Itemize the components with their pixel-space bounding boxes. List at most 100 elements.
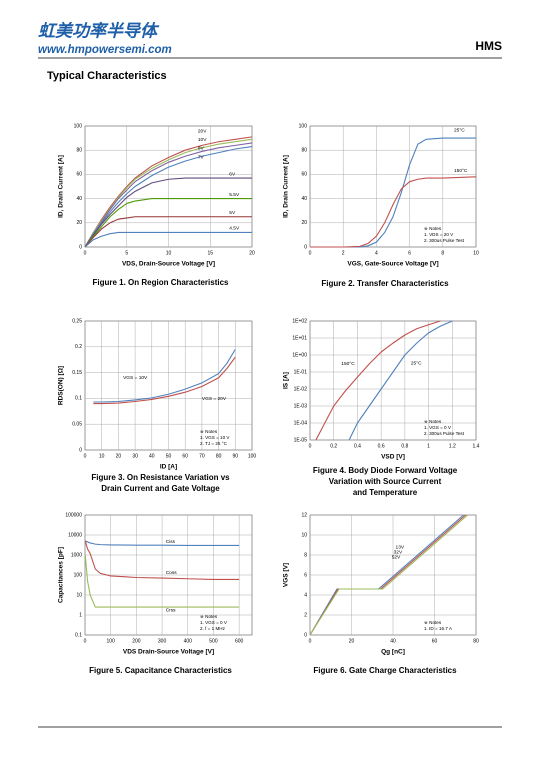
x-tick-label: 0.8: [401, 443, 408, 449]
series-label: 5.5V: [229, 192, 240, 198]
x-tick-label: 200: [132, 638, 141, 644]
y-axis-label: VGS [V]: [283, 563, 290, 587]
series-line: [84, 216, 252, 248]
note: 1. VDS = 20 V: [424, 232, 454, 237]
y-tick-label: 0.15: [72, 370, 82, 376]
y-tick-label: 8: [304, 552, 307, 558]
x-tick-label: 60: [432, 638, 438, 644]
x-tick-label: 100: [248, 453, 257, 459]
y-tick-label: 10: [301, 532, 307, 538]
y-tick-label: 12: [301, 512, 307, 518]
note: 2. TJ = 25 °C: [200, 441, 228, 446]
x-tick-label: 4: [375, 250, 378, 256]
plot-area: [309, 125, 477, 248]
section-title: Typical Characteristics: [47, 70, 167, 82]
x-tick-label: 0: [84, 638, 87, 644]
figure-caption: Figure 1. On Region Characteristics: [92, 278, 229, 287]
y-tick-label: 0: [79, 447, 82, 453]
x-tick-label: 60: [182, 453, 188, 459]
note: ※ Notes: [424, 620, 442, 625]
x-tick-label: 500: [209, 638, 218, 644]
y-tick-label: 100000: [65, 512, 82, 518]
y-tick-label: 1E-04: [294, 420, 308, 426]
figure-caption: Figure 2. Transfer Characteristics: [321, 279, 449, 288]
series-line: [309, 514, 469, 636]
x-tick-label: 100: [107, 638, 116, 644]
series-label: 13V: [396, 544, 405, 550]
note: ※ Notes: [424, 226, 442, 231]
x-tick-label: 0.4: [354, 443, 361, 449]
series-line: [84, 136, 253, 248]
y-tick-label: 1: [79, 612, 82, 618]
series-label: 150°C: [454, 168, 468, 174]
series-line: [93, 356, 236, 405]
note: 2. 300us Pulse Test: [424, 238, 465, 243]
series-line: [85, 540, 240, 547]
y-axis-label: Capacitances [pF]: [58, 547, 65, 603]
series-line: [84, 540, 240, 580]
brand: HMS: [475, 39, 502, 53]
series-label: 32V: [394, 549, 403, 555]
series-label: 4.5V: [229, 226, 240, 232]
series-line: [310, 176, 477, 248]
y-tick-label: 1E+02: [292, 318, 307, 324]
series-line: [84, 177, 252, 248]
y-tick-label: 80: [301, 148, 307, 154]
note: ※ Notes: [200, 429, 218, 434]
y-tick-label: 100: [299, 123, 308, 129]
y-axis-label: ID, Drain Current [A]: [283, 155, 290, 218]
x-tick-label: 2: [342, 250, 345, 256]
series-label: 5V: [229, 210, 236, 216]
note: ※ Notes: [200, 614, 218, 619]
figure-caption: Figure 4. Body Diode Forward Voltage: [313, 466, 458, 475]
y-tick-label: 40: [76, 196, 82, 202]
y-tick-label: 0.1: [75, 396, 82, 402]
y-tick-label: 0.2: [75, 344, 82, 350]
series-label: 8V: [198, 146, 205, 152]
y-tick-label: 0.05: [72, 422, 82, 428]
y-tick-label: 0.1: [75, 632, 82, 638]
x-tick-label: 10: [99, 453, 105, 459]
x-tick-label: 0: [84, 453, 87, 459]
figure-caption: Variation with Source Current: [329, 477, 442, 486]
url: www.hmpowersemi.com: [38, 44, 172, 56]
x-tick-label: 0: [309, 250, 312, 256]
series-line: [93, 349, 236, 403]
x-tick-label: 80: [216, 453, 222, 459]
y-axis-label: ID, Drain Current [A]: [58, 155, 65, 218]
series-label: Ciss: [166, 539, 176, 545]
x-tick-label: 15: [207, 250, 213, 256]
series-line: [84, 198, 252, 248]
x-tick-label: 6: [408, 250, 411, 256]
series-line: [84, 554, 240, 608]
y-tick-label: 100: [74, 572, 83, 578]
x-tick-label: 40: [149, 453, 155, 459]
note: ※ Notes: [424, 419, 442, 424]
x-tick-label: 10: [473, 250, 479, 256]
y-tick-label: 6: [304, 572, 307, 578]
figure-caption: Drain Current and Gate Voltage: [101, 484, 220, 493]
x-tick-label: 20: [249, 250, 255, 256]
plot-area: [309, 320, 477, 441]
note: 1. VGS = 10 V: [200, 435, 230, 440]
series-line: [310, 137, 476, 248]
series-label: VGS = 10V: [123, 375, 148, 381]
series-line: [84, 138, 253, 248]
series-line: [348, 320, 453, 441]
x-tick-label: 0.2: [330, 443, 337, 449]
x-tick-label: 40: [390, 638, 396, 644]
figure-caption: Figure 3. On Resistance Variation vs: [91, 473, 230, 482]
y-tick-label: 40: [301, 196, 307, 202]
y-tick-label: 1E+01: [292, 335, 307, 341]
note: 1. VGS = 0 V: [200, 620, 228, 625]
x-axis-label: VDS Drain-Source Voltage [V]: [123, 649, 214, 656]
note: 2. f = 1 MHz: [200, 626, 226, 631]
x-tick-label: 30: [132, 453, 138, 459]
series-label: 6V: [229, 171, 236, 177]
x-tick-label: 20: [116, 453, 122, 459]
x-tick-label: 70: [199, 453, 205, 459]
x-axis-label: VGS, Gate-Source Voltage [V]: [347, 261, 438, 268]
x-tick-label: 0: [84, 250, 87, 256]
series-line: [84, 142, 253, 248]
